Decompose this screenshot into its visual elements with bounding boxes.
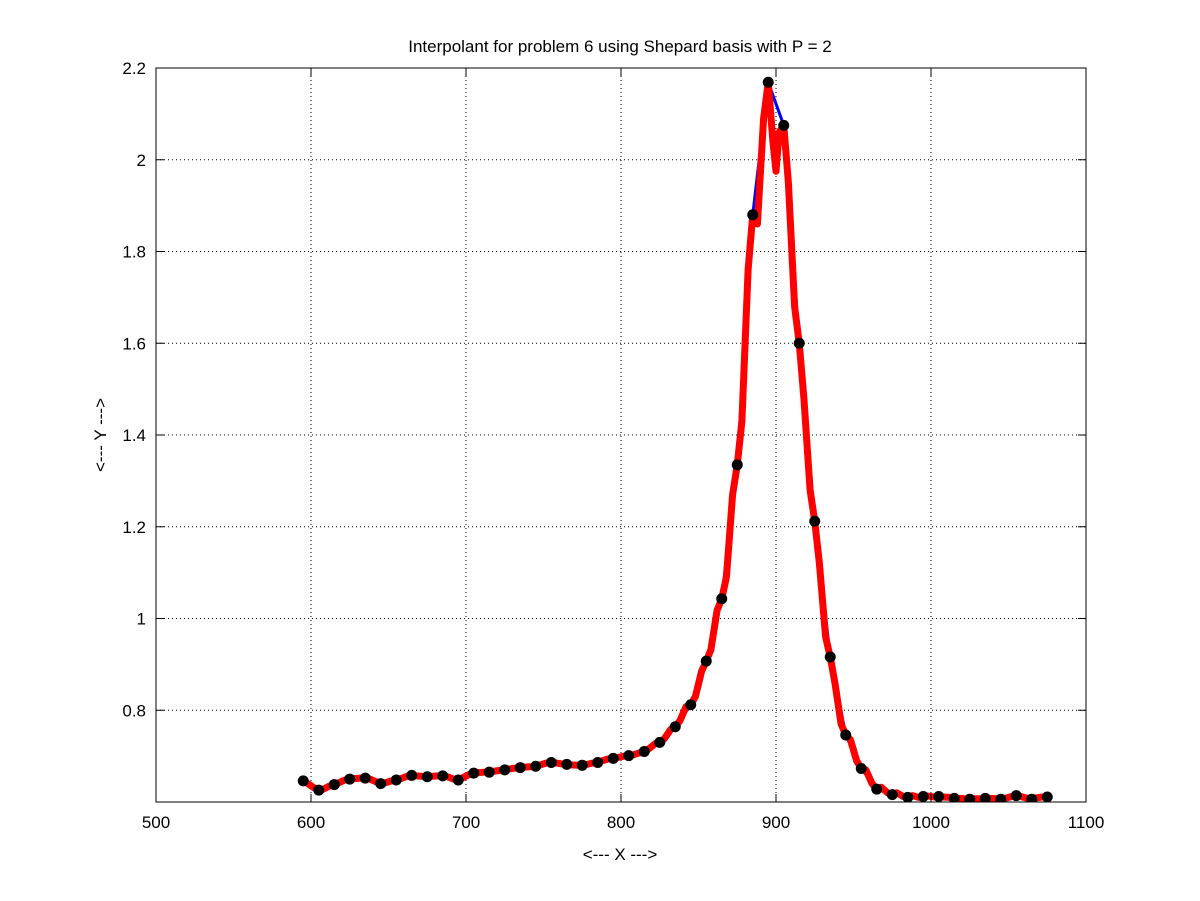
plot-area [297, 76, 1053, 802]
data-point-marker [871, 783, 883, 795]
y-tick-label: 1.8 [122, 243, 146, 262]
data-point-marker [654, 736, 666, 748]
y-tick-label: 1.4 [122, 426, 146, 445]
x-tick-label: 600 [297, 813, 325, 832]
data-point-marker [1026, 793, 1038, 802]
data-point-marker [623, 750, 635, 762]
data-point-marker [685, 699, 697, 711]
data-point-marker [778, 119, 790, 131]
data-point-marker [731, 459, 743, 471]
data-point-marker [313, 784, 325, 796]
data-point-marker [855, 763, 867, 775]
data-point-marker [514, 762, 526, 774]
data-point-marker [638, 746, 650, 758]
data-point-marker [545, 757, 557, 769]
data-point-marker [297, 775, 309, 787]
data-point-marker [824, 651, 836, 663]
axes-box [155, 67, 1087, 803]
data-point-marker [809, 515, 821, 527]
data-point-marker [964, 793, 976, 802]
data-point-marker [1041, 791, 1053, 802]
data-point-marker [468, 767, 480, 779]
data-point-marker [483, 766, 495, 778]
grid-lines [156, 68, 1086, 802]
x-tick-label: 1100 [1068, 813, 1105, 832]
data-point-marker [840, 729, 852, 741]
data-point-marker [530, 760, 542, 772]
data-point-marker [328, 779, 340, 791]
x-tick-label: 500 [142, 813, 170, 832]
data-point-marker [886, 789, 898, 801]
data-point-marker [437, 770, 449, 782]
data-point-marker [452, 774, 464, 786]
data-point-marker [762, 76, 774, 88]
data-point-marker [979, 792, 991, 802]
x-axis-label: <--- X ---> [583, 845, 658, 864]
data-point-marker [499, 764, 511, 776]
data-point-marker [375, 778, 387, 790]
data-point-marker [948, 792, 960, 802]
x-tick-label: 800 [607, 813, 635, 832]
data-point-marker [933, 790, 945, 802]
data-point-marker [607, 752, 619, 764]
y-tick-label: 0.8 [122, 701, 146, 720]
x-tick-label: 1000 [912, 813, 950, 832]
tick-labels: 500 600 700 800 900 1000 1100 0.8 1 1.2 1.4 1.6 1.8 2… [122, 59, 1104, 832]
data-point-marker [421, 771, 433, 783]
data-point-marker [747, 209, 759, 221]
chart-title: Interpolant for problem 6 using Shepard … [408, 37, 832, 56]
data-point-marker [344, 773, 356, 785]
y-tick-label: 2 [137, 151, 146, 170]
data-point-marker [716, 593, 728, 605]
x-tick-label: 900 [762, 813, 790, 832]
data-point-marker [995, 793, 1007, 802]
data-point-marker [390, 774, 402, 786]
data-point-marker [902, 791, 914, 802]
data-point-marker [359, 772, 371, 784]
data-point-marker [700, 655, 712, 667]
y-axis-label: <--- Y ---> [91, 398, 110, 472]
y-tick-label: 1.6 [122, 334, 146, 353]
data-point-marker [917, 790, 929, 802]
y-tick-label: 1 [137, 610, 146, 629]
y-tick-label: 2.2 [122, 59, 146, 78]
data-point-marker [576, 759, 588, 771]
data-point-marker [669, 721, 681, 733]
x-tick-label: 700 [452, 813, 480, 832]
data-point-marker [561, 758, 573, 770]
data-point-marker [406, 769, 418, 781]
data-point-marker [793, 337, 805, 349]
data-point-marker [1010, 790, 1022, 802]
y-tick-label: 1.2 [122, 518, 146, 537]
data-point-marker [592, 757, 604, 769]
